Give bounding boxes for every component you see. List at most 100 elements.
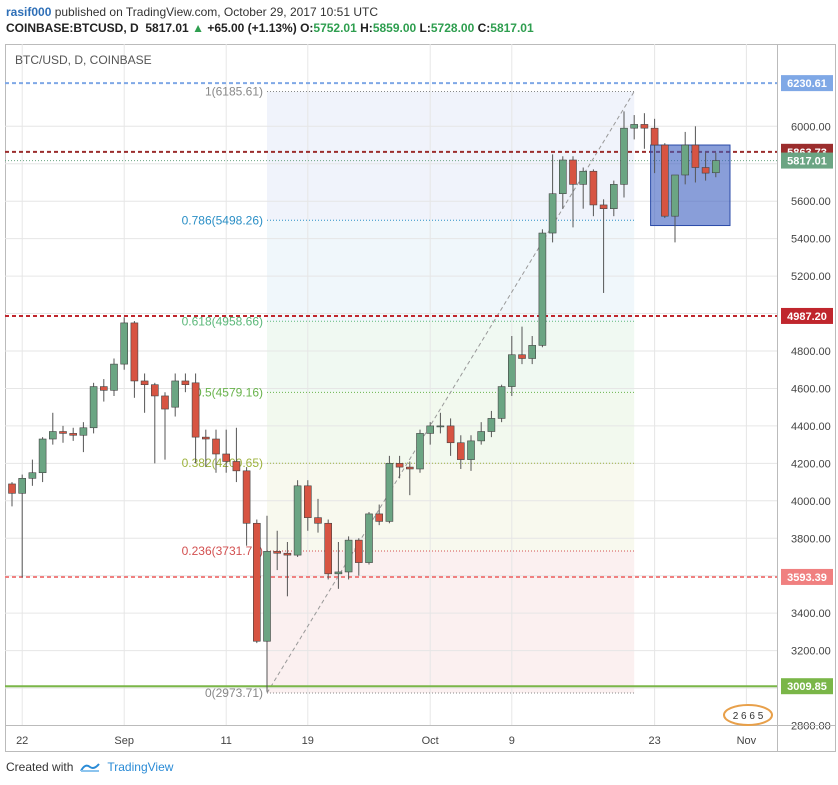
candle-body[interactable] <box>79 427 88 436</box>
candle-body[interactable] <box>599 204 608 209</box>
symbol-label: COINBASE:BTCUSD, D <box>6 21 139 35</box>
y-tick-label: 3800.00 <box>791 533 831 545</box>
candle-body[interactable] <box>701 167 710 174</box>
candle-body[interactable] <box>161 395 169 410</box>
candle-body[interactable] <box>334 571 343 575</box>
y-tick-label: 4600.00 <box>791 383 831 395</box>
candle-body[interactable] <box>660 144 669 217</box>
price-chart[interactable]: 1(6185.61) 0.786(5498.26) 0.618(4958.66) 0.… <box>5 44 836 752</box>
candle-body[interactable] <box>293 485 302 556</box>
candle-body[interactable] <box>446 425 455 444</box>
candle-body[interactable] <box>344 539 353 573</box>
candle-body[interactable] <box>691 144 700 168</box>
candle-body[interactable] <box>538 232 547 346</box>
candle-body[interactable] <box>314 517 322 524</box>
candle-body[interactable] <box>375 513 384 522</box>
candle-body[interactable] <box>681 144 690 176</box>
candle-body[interactable] <box>711 160 720 174</box>
candle-body[interactable] <box>171 380 179 408</box>
author-link[interactable]: rasif000 <box>6 5 52 19</box>
candle-body[interactable] <box>303 485 312 518</box>
up-arrow-icon: ▲ <box>192 21 204 35</box>
candle-body[interactable] <box>253 522 261 642</box>
candle-body[interactable] <box>395 463 404 468</box>
candle-body[interactable] <box>365 513 373 563</box>
candle-body[interactable] <box>120 322 128 365</box>
chart-title: BTC/USD, D, COINBASE <box>15 53 152 67</box>
price-label-text: 4987.20 <box>787 311 827 323</box>
candle-body[interactable] <box>579 170 588 185</box>
candle-body[interactable] <box>8 483 16 494</box>
candle-body[interactable] <box>140 380 149 386</box>
candle-body[interactable] <box>456 442 465 460</box>
candle-body[interactable] <box>609 184 618 209</box>
candle-body[interactable] <box>18 478 26 494</box>
candle-body[interactable] <box>640 124 649 129</box>
fib-zone <box>267 321 635 393</box>
candle-body[interactable] <box>487 418 496 432</box>
candle-body[interactable] <box>59 431 67 434</box>
candle-body[interactable] <box>324 522 333 575</box>
candle-body[interactable] <box>497 386 506 419</box>
chart-frame[interactable]: 1(6185.61) 0.786(5498.26) 0.618(4958.66) 0.… <box>5 44 836 752</box>
candle-body[interactable] <box>283 552 292 556</box>
high-value: 5859.00 <box>372 21 417 35</box>
candle-body[interactable] <box>202 436 210 440</box>
candle-body[interactable] <box>89 386 98 429</box>
candle-body[interactable] <box>110 363 118 391</box>
candle-body[interactable] <box>232 461 241 472</box>
candle-body[interactable] <box>426 425 435 434</box>
price-label-box <box>781 678 833 695</box>
change-text: +65.00 (+1.13%) <box>207 21 297 35</box>
low-label: L: <box>419 21 431 35</box>
candle-body[interactable] <box>222 453 230 462</box>
candle-body[interactable] <box>191 382 200 438</box>
close-label: C: <box>477 21 491 35</box>
candle-body[interactable] <box>354 539 363 563</box>
candle-body[interactable] <box>130 322 139 382</box>
candle-body[interactable] <box>528 345 537 359</box>
fib-label: 0.382(4200.65) <box>182 456 263 470</box>
candle-body[interactable] <box>100 386 108 391</box>
candle-body[interactable] <box>48 431 57 440</box>
candle-body[interactable] <box>650 127 659 146</box>
candle-body[interactable] <box>151 384 159 397</box>
candle-body[interactable] <box>507 354 516 387</box>
candle-body[interactable] <box>589 170 598 206</box>
candle-body[interactable] <box>548 193 557 234</box>
footer: Created with TradingView <box>6 760 173 774</box>
candle-body[interactable] <box>28 472 37 479</box>
price-label-box <box>781 307 833 324</box>
fib-label: 0(2973.71) <box>205 686 263 700</box>
y-tick-label: 3400.00 <box>791 608 831 620</box>
candle-body[interactable] <box>477 431 486 442</box>
candle-body[interactable] <box>467 440 475 460</box>
x-tick-label: 23 <box>648 735 660 747</box>
candle-body[interactable] <box>436 425 445 428</box>
candle-body[interactable] <box>273 551 282 554</box>
y-tick-label: 4200.00 <box>791 458 831 470</box>
publish-line: rasif000 published on TradingView.com, O… <box>6 4 836 20</box>
tradingview-link[interactable]: TradingView <box>107 760 174 774</box>
candle-body[interactable] <box>620 127 628 185</box>
candle-body[interactable] <box>263 551 271 642</box>
candle-body[interactable] <box>671 174 679 217</box>
candle-body[interactable] <box>181 380 190 386</box>
candle-body[interactable] <box>405 466 414 470</box>
candle-body[interactable] <box>69 433 77 436</box>
candle-body[interactable] <box>558 159 567 195</box>
y-tick-label: 2800.00 <box>791 721 831 733</box>
candle-body[interactable] <box>242 470 251 524</box>
candle-body[interactable] <box>630 124 639 129</box>
fib-label: 0.236(3731.72) <box>182 544 263 558</box>
candle-body[interactable] <box>518 354 526 359</box>
publish-text: published on TradingView.com, October 29… <box>51 5 379 19</box>
candle-body[interactable] <box>385 463 394 522</box>
candle-body[interactable] <box>38 438 47 474</box>
ohlc-line: COINBASE:BTCUSD, D 5817.01 ▲ +65.00 (+1.… <box>6 20 836 36</box>
candle-body[interactable] <box>569 159 577 185</box>
candle-body[interactable] <box>212 438 220 455</box>
chart-header: rasif000 published on TradingView.com, O… <box>6 4 836 36</box>
candle-body[interactable] <box>416 433 424 470</box>
price-label-text: 3593.39 <box>787 572 827 584</box>
